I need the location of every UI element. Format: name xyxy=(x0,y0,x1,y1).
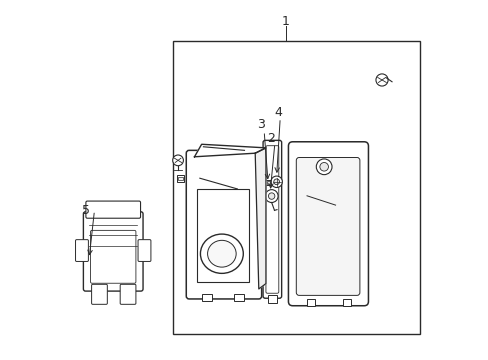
Text: 2: 2 xyxy=(267,132,275,145)
Circle shape xyxy=(316,159,331,175)
Circle shape xyxy=(264,190,278,203)
Bar xyxy=(178,177,183,180)
Circle shape xyxy=(172,155,183,166)
Text: 1: 1 xyxy=(281,14,289,27)
Text: 5: 5 xyxy=(81,204,89,217)
FancyBboxPatch shape xyxy=(83,212,143,291)
Polygon shape xyxy=(255,148,265,289)
FancyBboxPatch shape xyxy=(138,240,151,261)
Ellipse shape xyxy=(200,234,243,273)
FancyBboxPatch shape xyxy=(75,240,88,261)
Ellipse shape xyxy=(207,240,236,267)
Bar xyxy=(267,296,276,303)
Bar xyxy=(306,299,314,306)
Bar xyxy=(257,212,262,225)
FancyBboxPatch shape xyxy=(296,157,359,296)
Bar xyxy=(176,175,184,182)
Bar xyxy=(342,299,350,306)
FancyBboxPatch shape xyxy=(91,284,107,304)
Text: 3: 3 xyxy=(256,118,264,131)
Circle shape xyxy=(273,179,279,185)
Bar xyxy=(233,294,244,301)
Circle shape xyxy=(375,74,387,86)
Polygon shape xyxy=(194,144,265,157)
Bar xyxy=(264,180,270,185)
FancyBboxPatch shape xyxy=(120,284,136,304)
FancyBboxPatch shape xyxy=(288,142,367,306)
FancyBboxPatch shape xyxy=(186,150,261,299)
Text: 4: 4 xyxy=(274,105,282,119)
Circle shape xyxy=(319,162,328,171)
Bar xyxy=(173,41,419,334)
Circle shape xyxy=(268,193,274,199)
Bar xyxy=(201,294,211,301)
Bar xyxy=(197,189,248,282)
Circle shape xyxy=(270,176,282,188)
FancyBboxPatch shape xyxy=(86,201,140,218)
Bar xyxy=(266,181,269,184)
FancyBboxPatch shape xyxy=(263,140,281,298)
